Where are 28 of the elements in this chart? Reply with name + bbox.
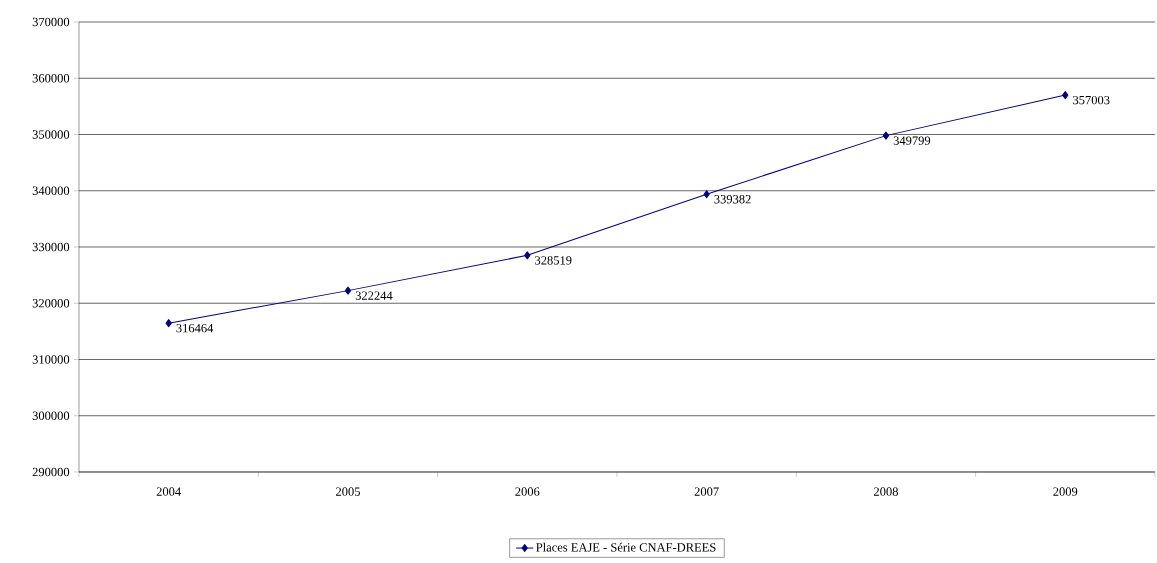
point [1062, 91, 1069, 100]
y-tick-label: 340000 [32, 186, 70, 195]
legend-label: Places EAJE - Série CNAF-DREES [536, 542, 716, 552]
point [882, 131, 890, 140]
y-tick-label: 330000 [32, 242, 70, 252]
point [165, 319, 172, 328]
data-label: 349799 [893, 136, 931, 145]
data-label: 322244 [355, 291, 393, 300]
data-label: 328519 [535, 256, 572, 265]
y-tick-label: 290000 [32, 467, 70, 477]
point [524, 251, 531, 260]
y-tick-label: 350000 [32, 130, 70, 139]
x-tick-label: 2009 [1053, 487, 1078, 496]
x-tick-label: 2005 [336, 487, 360, 496]
y-tick-label: 370000 [32, 17, 70, 27]
point [703, 190, 710, 199]
y-tick-label: 300000 [32, 411, 70, 420]
x-tick-label: 2008 [874, 487, 898, 496]
x-tick-label: 2004 [156, 487, 181, 496]
x-tick-label: 2007 [694, 487, 719, 496]
y-tick-label: 320000 [32, 299, 70, 308]
point [344, 286, 352, 295]
data-label: 339382 [714, 195, 751, 204]
y-tick-label: 310000 [32, 355, 70, 364]
y-tick-label: 360000 [32, 74, 70, 83]
x-tick-label: 2006 [515, 487, 540, 496]
data-label: 316464 [176, 323, 214, 333]
data-label: 357003 [1073, 95, 1110, 105]
